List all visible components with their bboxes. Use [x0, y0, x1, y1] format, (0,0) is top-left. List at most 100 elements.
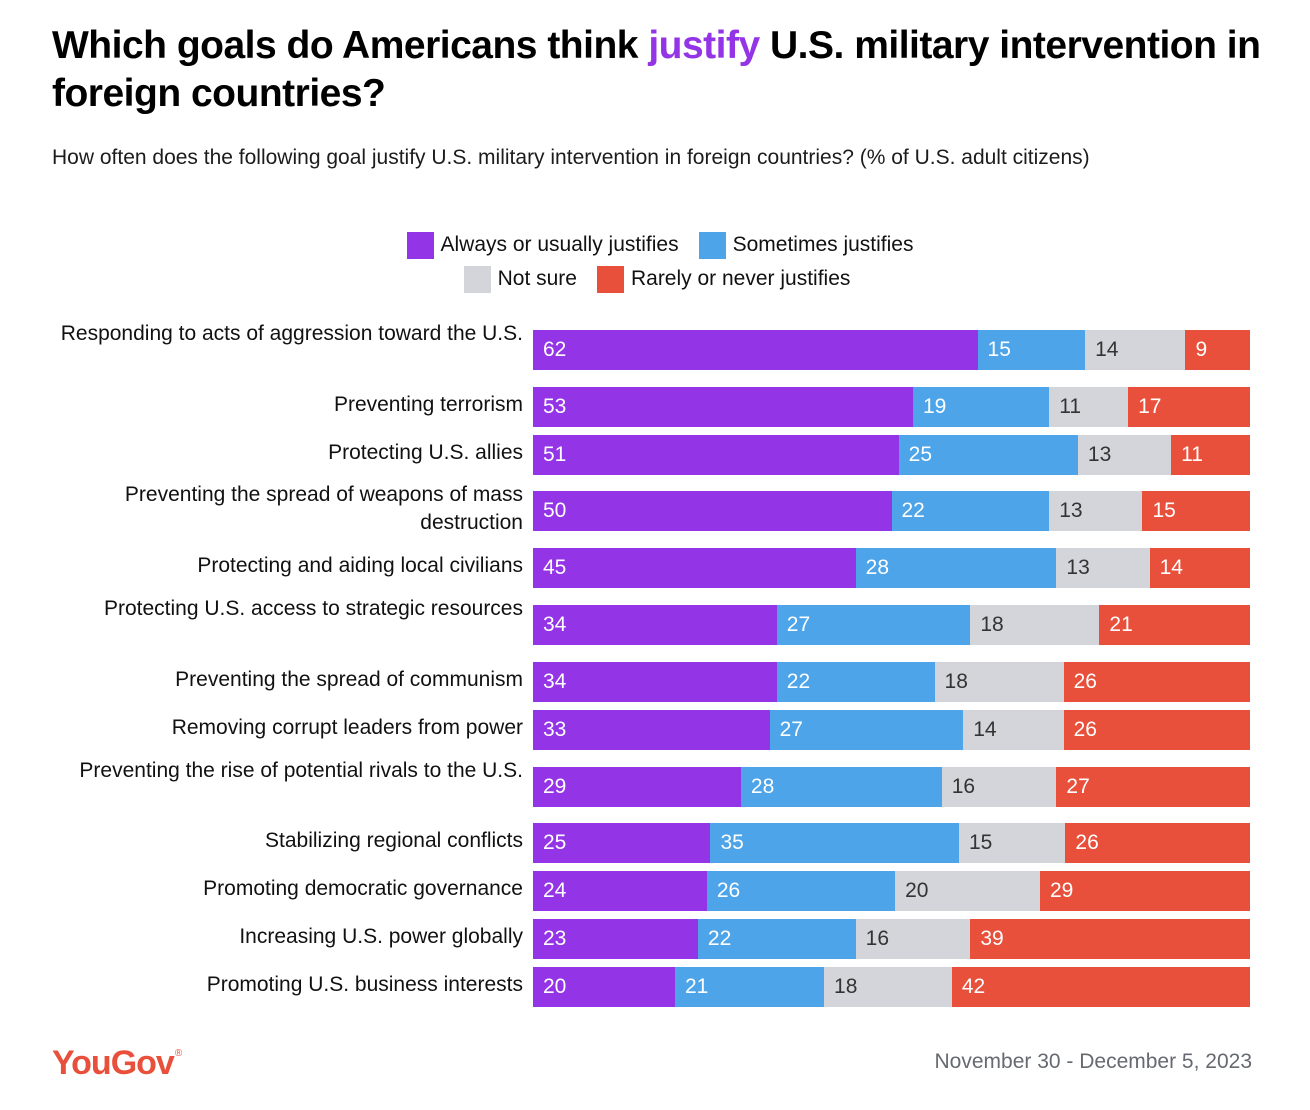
- data-label: 26: [1073, 718, 1097, 741]
- bar-segment-always: 45: [533, 548, 856, 588]
- legend-label-always: Always or usually justifies: [440, 233, 679, 256]
- bar-segment-not-sure: 20: [895, 871, 1040, 911]
- bar-segment-not-sure: 13: [1077, 435, 1172, 475]
- data-label: 22: [901, 499, 925, 522]
- data-label: 14: [1159, 556, 1183, 579]
- bar-segment-always: 53: [533, 387, 913, 427]
- data-label: 35: [720, 831, 744, 854]
- bar-segment-always: 34: [533, 662, 777, 702]
- data-label: 23: [543, 927, 567, 950]
- data-label: 29: [1049, 879, 1074, 902]
- category-label: Increasing U.S. power globally: [239, 925, 523, 948]
- bar-segment-not-sure: 15: [958, 823, 1066, 863]
- category-label: Responding to acts of aggression toward …: [60, 322, 523, 345]
- bar-segment-not-sure: 18: [970, 605, 1100, 645]
- data-label: 50: [543, 499, 567, 522]
- logo-registered-mark: ®: [174, 1048, 183, 1059]
- bar-segment-sometimes: 28: [740, 767, 942, 807]
- data-label: 18: [834, 975, 858, 998]
- bar-segment-rarely: 9: [1185, 330, 1250, 370]
- category-label: Preventing the spread of weapons of mass…: [124, 483, 523, 534]
- data-label: 42: [961, 975, 986, 998]
- legend-swatch-rarely: [596, 265, 624, 293]
- bar-segment-sometimes: 27: [769, 710, 964, 750]
- data-label: 18: [980, 613, 1004, 636]
- bar-segment-not-sure: 18: [934, 662, 1064, 702]
- data-label: 15: [987, 338, 1011, 361]
- bar-segment-rarely: 14: [1149, 548, 1250, 588]
- bar-segment-always: 62: [533, 330, 978, 370]
- title-part-2: U.S. military intervention in foreign co…: [52, 24, 1261, 115]
- bar-segment-sometimes: 26: [706, 871, 896, 911]
- data-label: 45: [543, 556, 567, 579]
- legend-item-rarely: Rarely or never justifies: [596, 265, 851, 293]
- category-label: Promoting democratic governance: [203, 877, 523, 900]
- bar-segment-always: 29: [533, 767, 741, 807]
- bar-segment-sometimes: 15: [977, 330, 1086, 370]
- data-label: 21: [1109, 613, 1133, 636]
- data-label: 19: [923, 395, 947, 418]
- data-label: 22: [707, 927, 732, 950]
- data-label: 15: [968, 831, 993, 854]
- bar-segment-sometimes: 27: [776, 605, 971, 645]
- data-label: 16: [865, 927, 889, 950]
- title-part-1: Which goals do Americans think: [52, 24, 649, 67]
- data-label: 27: [1066, 775, 1090, 798]
- bar-segment-sometimes: 22: [891, 491, 1050, 531]
- data-label: 25: [543, 831, 567, 854]
- bar-segment-sometimes: 35: [710, 823, 959, 863]
- bar-segment-always: 34: [533, 605, 777, 645]
- category-label: Preventing terrorism: [333, 393, 523, 416]
- data-label: 51: [543, 443, 567, 466]
- bar-segment-not-sure: 14: [1085, 330, 1186, 370]
- data-label: 29: [543, 775, 567, 798]
- bar-segment-always: 25: [533, 823, 711, 863]
- data-label: 13: [1059, 499, 1083, 522]
- data-label: 20: [905, 879, 929, 902]
- bar-segment-not-sure: 16: [855, 919, 971, 959]
- bar-segment-rarely: 11: [1171, 435, 1250, 475]
- chart-title: Which goals do Americans think justify U…: [52, 22, 1272, 118]
- data-label: 21: [684, 975, 709, 998]
- data-label: 11: [1181, 443, 1203, 466]
- data-label: 27: [779, 718, 803, 741]
- data-label: 9: [1195, 338, 1208, 361]
- data-label: 26: [1073, 670, 1097, 693]
- legend-label-not-sure: Not sure: [497, 267, 577, 290]
- category-label: Preventing the spread of communism: [175, 668, 523, 691]
- bar-segment-always: 33: [533, 710, 770, 750]
- bar-segment-sometimes: 22: [776, 662, 935, 702]
- data-label: 13: [1087, 443, 1112, 466]
- data-label: 26: [1075, 831, 1099, 854]
- data-label: 24: [543, 879, 567, 902]
- bar-segment-not-sure: 11: [1049, 387, 1129, 427]
- legend-item-not-sure: Not sure: [463, 265, 577, 293]
- bar-segment-rarely: 42: [951, 967, 1250, 1007]
- bar-segment-sometimes: 22: [697, 919, 856, 959]
- data-label: 11: [1059, 395, 1082, 418]
- data-label: 27: [786, 613, 811, 636]
- chart-legend: Always or usually justifies Sometimes ju…: [0, 228, 1310, 296]
- bar-segment-rarely: 29: [1039, 871, 1250, 911]
- data-label: 15: [1152, 499, 1176, 522]
- bar-segment-rarely: 26: [1065, 823, 1250, 863]
- data-label: 18: [944, 670, 968, 693]
- legend-label-rarely: Rarely or never justifies: [630, 267, 851, 290]
- data-label: 25: [908, 443, 933, 466]
- category-label: Removing corrupt leaders from power: [171, 716, 523, 739]
- bar-segment-always: 50: [533, 491, 892, 531]
- legend-item-sometimes: Sometimes justifies: [698, 231, 913, 259]
- category-label: Promoting U.S. business interests: [206, 973, 523, 996]
- category-label: Protecting U.S. allies: [328, 441, 523, 464]
- bar-segment-not-sure: 13: [1056, 548, 1150, 588]
- bar-segment-rarely: 17: [1128, 387, 1250, 427]
- bar-segment-rarely: 26: [1063, 710, 1250, 750]
- bar-segment-always: 23: [533, 919, 698, 959]
- bar-segment-not-sure: 16: [941, 767, 1057, 807]
- data-label: 16: [951, 775, 976, 798]
- data-label: 34: [543, 670, 567, 693]
- date-range: November 30 - December 5, 2023: [934, 1050, 1253, 1073]
- data-label: 17: [1138, 395, 1162, 418]
- chart-subtitle: How often does the following goal justif…: [52, 146, 1090, 169]
- bar-segment-always: 20: [533, 967, 675, 1007]
